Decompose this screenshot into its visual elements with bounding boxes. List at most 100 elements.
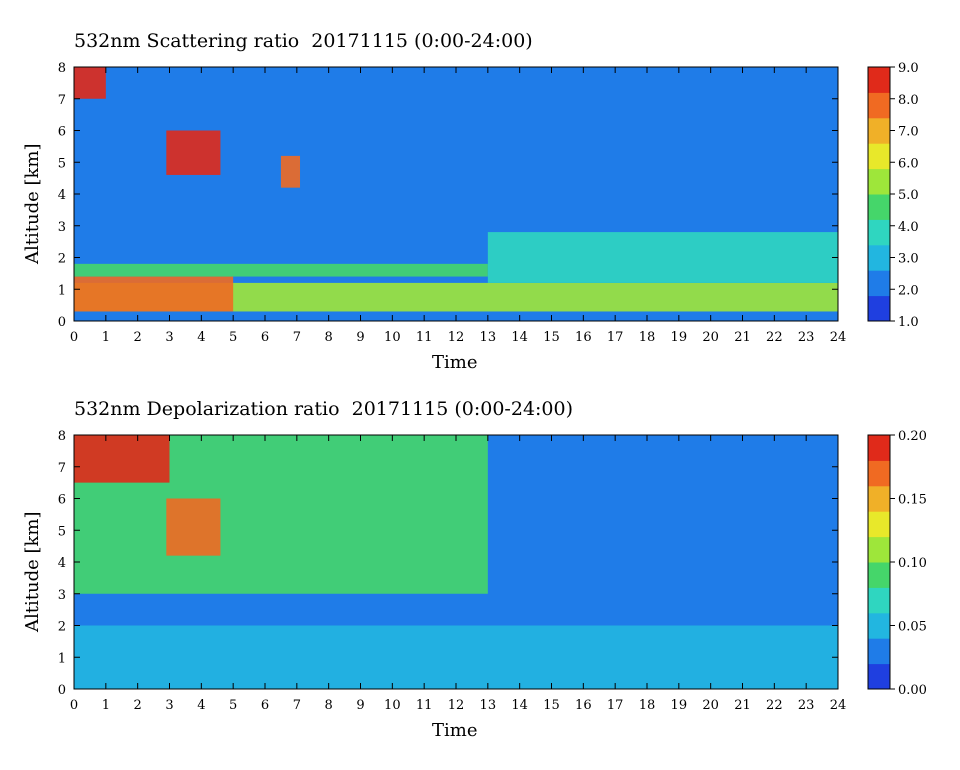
x-tick-label: 1 <box>102 698 110 713</box>
heatmap-feature <box>74 263 488 277</box>
colorbar-segment <box>868 536 890 563</box>
heatmap-feature <box>74 435 170 483</box>
colorbar-segment <box>868 612 890 639</box>
x-tick-label: 10 <box>384 330 401 345</box>
colorbar-tick-label: 9.0 <box>898 61 919 76</box>
y-tick-label: 2 <box>58 252 66 267</box>
x-tick-label: 10 <box>384 698 401 713</box>
x-tick-label: 8 <box>325 698 333 713</box>
colorbar-tick-label: 5.0 <box>898 188 919 203</box>
colorbar-segment <box>868 485 890 512</box>
y-tick-label: 5 <box>58 524 66 539</box>
x-tick-label: 23 <box>798 330 815 345</box>
colorbar-segment <box>868 511 890 538</box>
x-tick-label: 22 <box>766 330 783 345</box>
x-tick-label: 12 <box>448 330 465 345</box>
x-tick-label: 6 <box>261 330 269 345</box>
x-tick-label: 16 <box>575 330 592 345</box>
y-tick-label: 0 <box>58 315 66 330</box>
y-tick-label: 5 <box>58 156 66 171</box>
y-tick-label: 6 <box>58 125 66 140</box>
x-tick-label: 19 <box>671 330 688 345</box>
x-tick-label: 3 <box>165 330 173 345</box>
y-axis-label: Altitude [km] <box>22 143 43 265</box>
colorbar-segment <box>868 219 890 246</box>
colorbar-tick-label: 6.0 <box>898 156 919 171</box>
x-tick-label: 18 <box>639 698 656 713</box>
x-tick-label: 21 <box>734 698 751 713</box>
colorbar-segment <box>868 638 890 665</box>
heatmap-feature <box>74 276 234 312</box>
colorbar-tick-label: 8.0 <box>898 93 919 108</box>
x-tick-label: 24 <box>830 698 847 713</box>
depolarization-ratio-panel: 532nm Depolarization ratio 20171115 (0:0… <box>0 368 960 753</box>
colorbar-segment <box>868 295 890 322</box>
heatmap-feature <box>487 232 838 283</box>
heatmap-feature <box>74 625 838 689</box>
x-tick-label: 19 <box>671 698 688 713</box>
colorbar-tick-label: 0.20 <box>898 429 927 444</box>
x-tick-label: 17 <box>607 698 624 713</box>
x-tick-label: 0 <box>70 330 78 345</box>
chart-title: 532nm Depolarization ratio 20171115 (0:0… <box>74 398 574 420</box>
x-tick-label: 1 <box>102 330 110 345</box>
x-tick-label: 11 <box>416 330 433 345</box>
scattering-ratio-panel: 532nm Scattering ratio 20171115 (0:00-24… <box>22 30 919 373</box>
x-tick-label: 0 <box>70 698 78 713</box>
scattering-ratio-chart: 0 1 2 3 4 5 6 7 8 9 10 11 12 13 14 15 16 17 18 19 20 21 22 23 24… <box>58 61 919 345</box>
x-tick-label: 15 <box>543 698 560 713</box>
x-tick-label: 15 <box>543 330 560 345</box>
x-tick-label: 18 <box>639 330 656 345</box>
y-tick-label: 3 <box>58 588 66 603</box>
x-tick-label: 11 <box>416 698 433 713</box>
x-tick-label: 5 <box>229 698 237 713</box>
x-tick-label: 4 <box>197 698 205 713</box>
x-tick-label: 13 <box>480 698 497 713</box>
colorbar-tick-label: 7.0 <box>898 125 919 140</box>
colorbar-segment <box>868 67 890 93</box>
colorbar-segment <box>868 244 890 271</box>
x-tick-label: 17 <box>607 330 624 345</box>
x-tick-label: 20 <box>702 698 719 713</box>
x-tick-label: 14 <box>511 698 528 713</box>
y-tick-label: 8 <box>58 61 66 76</box>
y-tick-label: 3 <box>58 220 66 235</box>
colorbar-segment <box>868 143 890 170</box>
colorbar-tick-label: 1.0 <box>898 315 919 330</box>
x-tick-label: 13 <box>480 330 497 345</box>
colorbar-tick-label: 0.10 <box>898 556 927 571</box>
colorbar-tick-label: 2.0 <box>898 283 919 298</box>
heatmap-feature <box>166 498 221 556</box>
colorbar-segment <box>868 663 890 690</box>
chart-title: 532nm Scattering ratio 20171115 (0:00-24… <box>74 30 533 52</box>
colorbar-segment <box>868 435 890 461</box>
x-tick-label: 6 <box>261 698 269 713</box>
y-tick-label: 0 <box>58 683 66 698</box>
heatmap-feature <box>74 67 106 99</box>
x-tick-label: 14 <box>511 330 528 345</box>
x-tick-label: 24 <box>830 330 847 345</box>
x-tick-label: 23 <box>798 698 815 713</box>
y-axis-label: Altitude [km] <box>22 511 43 633</box>
x-tick-label: 5 <box>229 330 237 345</box>
heatmap-feature <box>166 130 221 175</box>
depolarization-ratio-chart: 0 1 2 3 4 5 6 7 8 9 10 11 12 13 14 15 16 17 18 19 20 21 22 23 24… <box>58 429 927 713</box>
colorbar-tick-label: 0.15 <box>898 493 927 508</box>
x-tick-label: 7 <box>293 698 301 713</box>
y-tick-label: 1 <box>58 651 66 666</box>
x-tick-label: 2 <box>134 698 142 713</box>
colorbar-segment <box>868 562 890 588</box>
colorbar-segment <box>868 168 890 195</box>
colorbar-segment <box>868 270 890 297</box>
colorbar-segment <box>868 194 890 220</box>
y-tick-label: 2 <box>58 620 66 635</box>
y-tick-label: 1 <box>58 283 66 298</box>
y-tick-label: 4 <box>58 188 66 203</box>
x-tick-label: 4 <box>197 330 205 345</box>
x-tick-label: 21 <box>734 330 751 345</box>
colorbar-tick-label: 3.0 <box>898 252 919 267</box>
y-tick-label: 8 <box>58 429 66 444</box>
x-tick-label: 20 <box>702 330 719 345</box>
x-tick-label: 22 <box>766 698 783 713</box>
x-tick-label: 3 <box>165 698 173 713</box>
